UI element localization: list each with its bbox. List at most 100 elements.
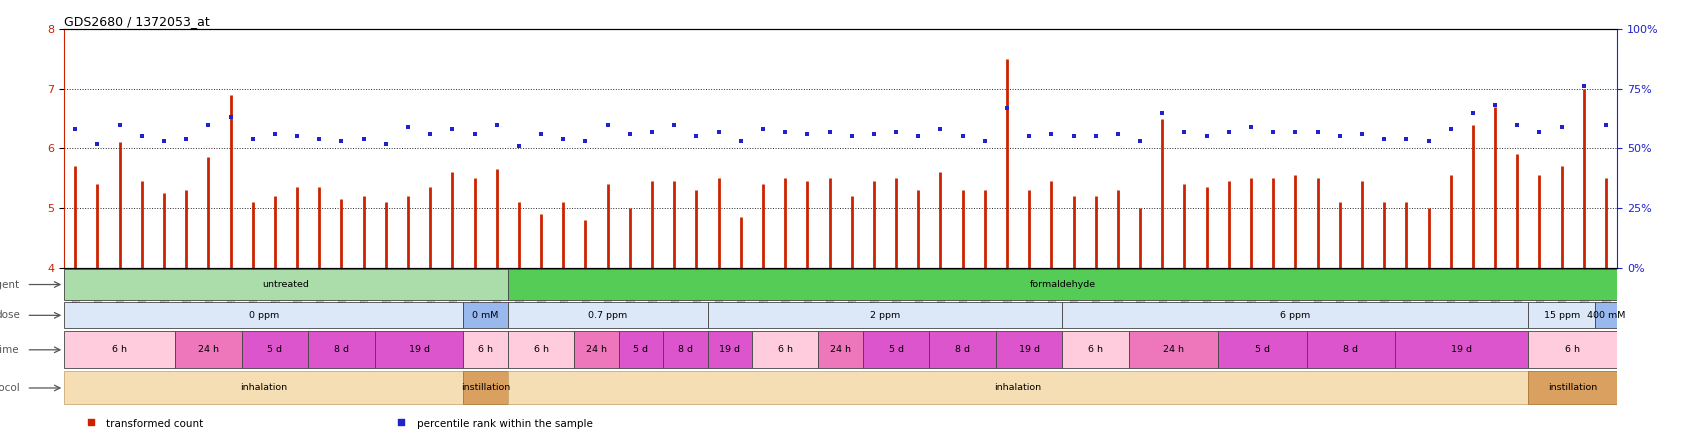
Point (594, 121, 621, 128)
Point (388, 419, 415, 426)
Point (1215, 128, 1242, 135)
Bar (1528, 331, 1617, 369)
Bar (1062, 331, 1129, 369)
Point (793, 131, 820, 138)
Text: 5 d: 5 d (888, 345, 903, 354)
Text: 8 d: 8 d (1344, 345, 1359, 354)
Point (1082, 133, 1109, 140)
Bar (508, 372, 1528, 404)
Point (927, 126, 954, 133)
Point (1592, 121, 1619, 128)
Bar (1217, 331, 1307, 369)
Point (483, 121, 510, 128)
Point (550, 135, 577, 143)
Point (1393, 135, 1420, 143)
Bar (1396, 331, 1528, 369)
Bar (64, 372, 464, 404)
Point (749, 126, 776, 133)
Point (616, 131, 643, 138)
Bar (464, 331, 508, 369)
Bar (930, 331, 996, 369)
Text: dose: dose (0, 310, 20, 320)
Bar (176, 331, 241, 369)
Bar (508, 302, 707, 329)
Text: 8 d: 8 d (955, 345, 971, 354)
Point (1327, 133, 1354, 140)
Text: 400 mM: 400 mM (1587, 311, 1626, 320)
Point (660, 121, 687, 128)
Text: 6 h: 6 h (533, 345, 549, 354)
Point (417, 131, 444, 138)
Point (349, 135, 376, 143)
Point (1171, 128, 1198, 135)
Bar (1307, 331, 1396, 369)
Point (1482, 102, 1509, 109)
Bar (707, 302, 1062, 329)
Bar (863, 331, 930, 369)
Text: inhalation: inhalation (240, 384, 287, 392)
Text: untreated: untreated (263, 280, 309, 289)
Bar (1528, 372, 1617, 404)
Point (1415, 138, 1442, 145)
Point (106, 121, 133, 128)
Text: transformed count: transformed count (106, 419, 204, 429)
Point (1570, 83, 1597, 90)
Point (1038, 131, 1065, 138)
Point (1259, 128, 1286, 135)
Text: protocol: protocol (0, 383, 20, 393)
Point (994, 104, 1021, 111)
Point (1193, 133, 1220, 140)
Point (1371, 135, 1398, 143)
Point (1150, 109, 1177, 116)
Point (218, 114, 245, 121)
Point (839, 133, 866, 140)
Point (505, 143, 532, 150)
Bar (64, 302, 464, 329)
Text: 24 h: 24 h (197, 345, 219, 354)
Point (971, 138, 998, 145)
Text: instillation: instillation (1548, 384, 1597, 392)
Text: 6 h: 6 h (1565, 345, 1580, 354)
Point (1060, 133, 1087, 140)
Text: 2 ppm: 2 ppm (869, 311, 900, 320)
Text: 5 d: 5 d (633, 345, 648, 354)
Point (528, 131, 555, 138)
Text: 5 d: 5 d (267, 345, 282, 354)
Bar (309, 331, 375, 369)
Point (1504, 121, 1531, 128)
Text: 19 d: 19 d (719, 345, 741, 354)
Bar (464, 372, 508, 404)
Bar (574, 331, 619, 369)
Text: percentile rank within the sample: percentile rank within the sample (417, 419, 592, 429)
Point (728, 138, 755, 145)
Point (62, 126, 89, 133)
Text: 0 ppm: 0 ppm (248, 311, 279, 320)
Text: 6 h: 6 h (111, 345, 127, 354)
Point (1436, 126, 1463, 133)
Text: 5 d: 5 d (1254, 345, 1269, 354)
Bar (619, 331, 663, 369)
Point (128, 133, 155, 140)
Text: 6 ppm: 6 ppm (1280, 311, 1310, 320)
Point (373, 140, 400, 147)
Bar (375, 331, 464, 369)
Point (78, 419, 105, 426)
Text: 6 h: 6 h (1089, 345, 1104, 354)
Point (150, 138, 177, 145)
Point (306, 135, 333, 143)
Text: agent: agent (0, 280, 20, 289)
Text: 8 d: 8 d (679, 345, 692, 354)
Point (1016, 133, 1043, 140)
Bar (1528, 302, 1595, 329)
Point (905, 133, 932, 140)
Bar (508, 331, 574, 369)
Text: 19 d: 19 d (1452, 345, 1472, 354)
Point (1349, 131, 1376, 138)
Point (194, 121, 221, 128)
Text: inhalation: inhalation (994, 384, 1041, 392)
Point (84, 140, 111, 147)
Point (883, 128, 910, 135)
Bar (751, 331, 819, 369)
Point (1104, 131, 1131, 138)
Text: instillation: instillation (461, 384, 510, 392)
